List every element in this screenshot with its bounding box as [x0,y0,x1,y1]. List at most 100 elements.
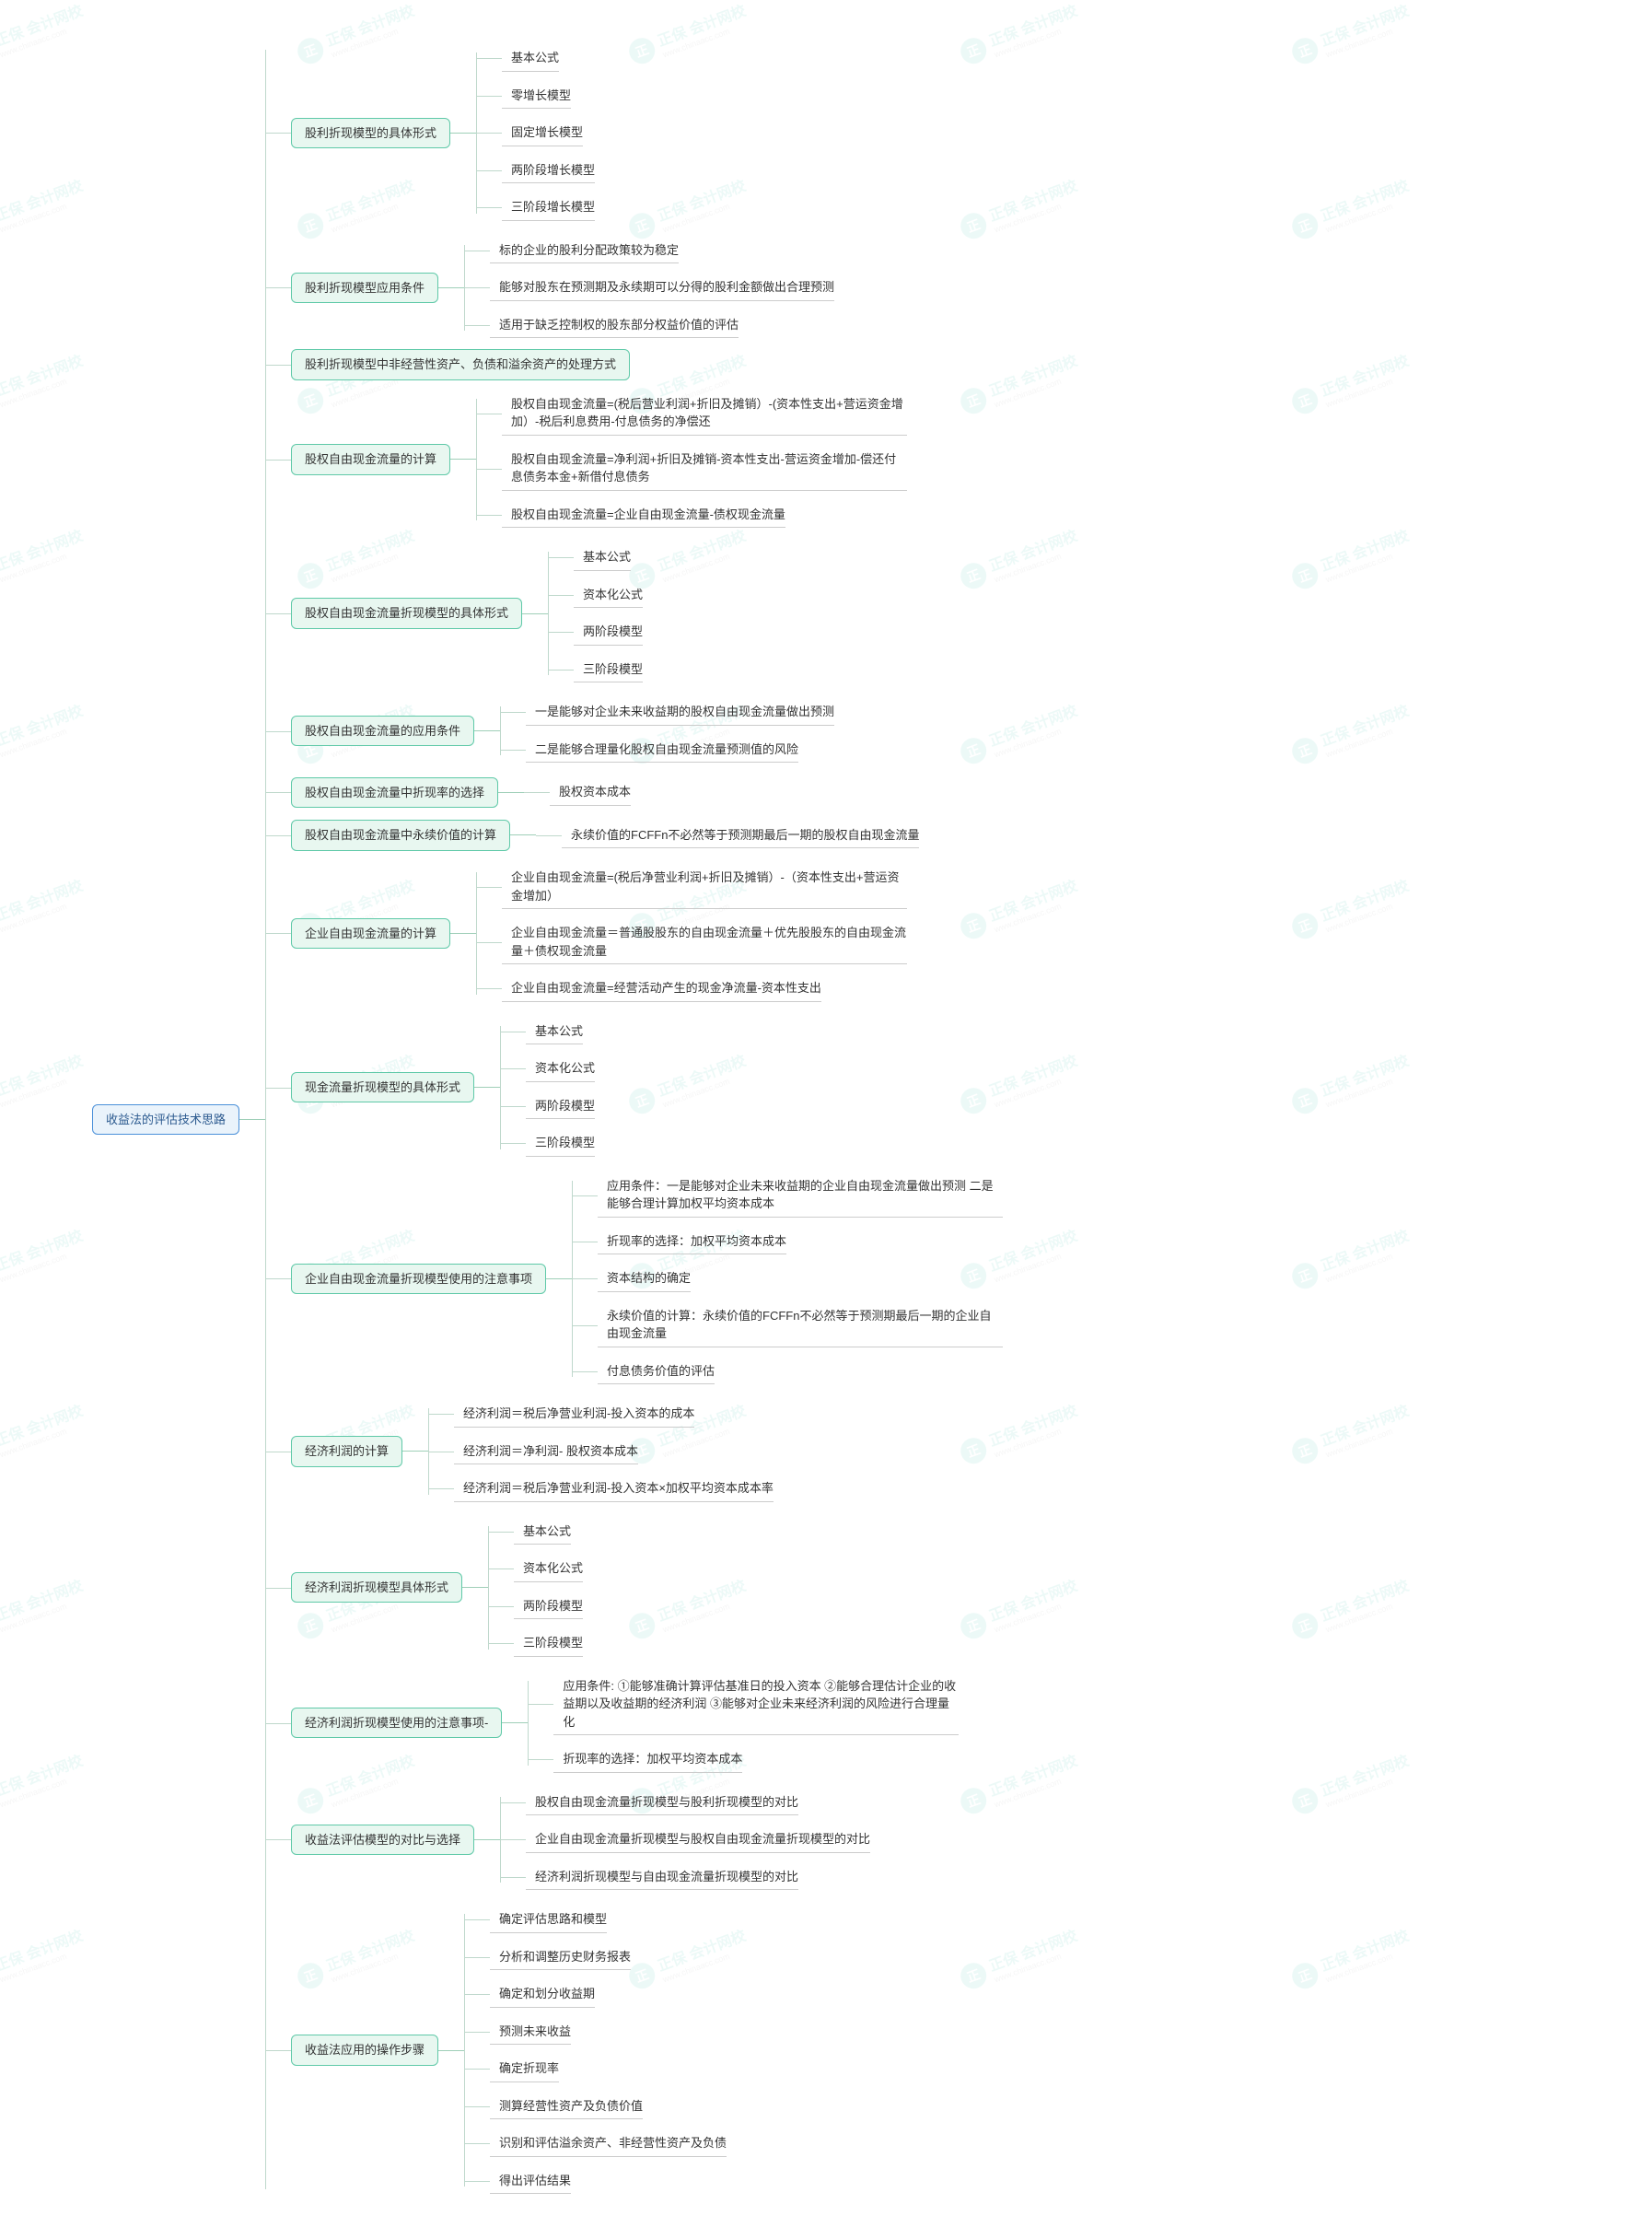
leaf-item: 识别和评估溢余资产、非经营性资产及负债 [490,2128,727,2160]
leaf-item: 经济利润＝税后净营业利润-投入资本的成本 [454,1398,774,1430]
leaf-item: 股权自由现金流量折现模型与股利折现模型的对比 [526,1787,870,1819]
leaf-item: 三阶段增长模型 [502,192,595,224]
leaf-text: 三阶段增长模型 [502,194,595,221]
leaf-group: 应用条件: ①能够准确计算评估基准日的投入资本 ②能够合理估计企业的收益期以及收… [528,1668,959,1778]
level1-branch: 股利折现模型中非经营性资产、负债和溢余资产的处理方式 [291,349,1003,380]
leaf-item: 资本化公式 [526,1053,595,1085]
leaf-text: 两阶段模型 [574,619,643,646]
leaf-item: 付息债务价值的评估 [598,1356,1003,1388]
leaf-item: 确定和划分收益期 [490,1978,727,2011]
leaf-text: 三阶段模型 [574,657,643,683]
leaf-text: 股权自由现金流量=企业自由现金流量-债权现金流量 [502,502,785,529]
level1-branch: 现金流量折现模型的具体形式基本公式资本化公式两阶段模型三阶段模型 [291,1013,1003,1162]
leaf-text: 折现率的选择：加权平均资本成本 [598,1229,786,1255]
leaf-item: 经济利润＝净利润- 股权资本成本 [454,1436,774,1468]
leaf-item: 股权资本成本 [550,776,631,809]
leaf-item: 折现率的选择：加权平均资本成本 [553,1743,959,1776]
leaf-item: 测算经营性资产及负债价值 [490,2091,727,2123]
level1-branch: 经济利润折现模型具体形式基本公式资本化公式两阶段模型三阶段模型 [291,1513,1003,1662]
leaf-text: 能够对股东在预测期及永续期可以分得的股利金额做出合理预测 [490,274,834,301]
leaf-item: 零增长模型 [502,80,595,112]
level1-branch: 股权自由现金流量中折现率的选择股权资本成本 [291,774,1003,811]
leaf-item: 折现率的选择：加权平均资本成本 [598,1226,1003,1258]
leaf-item: 企业自由现金流量折现模型与股权自由现金流量折现模型的对比 [526,1824,870,1856]
leaf-group: 基本公式零增长模型固定增长模型两阶段增长模型三阶段增长模型 [476,40,595,227]
leaf-text: 基本公式 [514,1519,571,1545]
leaf-item: 资本结构的确定 [598,1263,1003,1295]
leaf-text: 经济利润＝净利润- 股权资本成本 [454,1439,638,1465]
leaf-group: 股权自由现金流量折现模型与股利折现模型的对比企业自由现金流量折现模型与股权自由现… [500,1784,870,1896]
level1-children: 股利折现模型的具体形式基本公式零增长模型固定增长模型两阶段增长模型三阶段增长模型… [265,37,1003,2202]
level1-branch: 收益法应用的操作步骤确定评估思路和模型分析和调整历史财务报表确定和划分收益期预测… [291,1901,1003,2199]
leaf-item: 应用条件：一是能够对企业未来收益期的企业自由现金流量做出预测 二是能够合理计算加… [598,1171,1003,1220]
leaf-item: 两阶段增长模型 [502,155,595,187]
leaf-item: 企业自由现金流量=经营活动产生的现金净流量-资本性支出 [502,973,907,1005]
leaf-text: 股权自由现金流量=(税后营业利润+折旧及摊销）-(资本性支出+营运资金增加）-税… [502,391,907,436]
topic-node: 股权自由现金流量中永续价值的计算 [291,820,510,851]
level1-branch: 企业自由现金流量折现模型使用的注意事项 应用条件：一是能够对企业未来收益期的企业自… [291,1168,1003,1391]
leaf-group: 企业自由现金流量=(税后净营业利润+折旧及摊销）-（资本性支出+营运资金增加） 企… [476,859,907,1008]
topic-node: 股权自由现金流量的计算 [291,444,450,475]
level1-branch: 股利折现模型的具体形式基本公式零增长模型固定增长模型两阶段增长模型三阶段增长模型 [291,40,1003,227]
leaf-text: 企业自由现金流量=(税后净营业利润+折旧及摊销）-（资本性支出+营运资金增加） [502,865,907,909]
leaf-text: 永续价值的计算：永续价值的FCFFn不必然等于预测期最后一期的企业自由现金流量 [598,1303,1003,1347]
level1-branch: 股权自由现金流量的计算 股权自由现金流量=(税后营业利润+折旧及摊销）-(资本性支… [291,386,1003,534]
topic-node: 现金流量折现模型的具体形式 [291,1072,474,1103]
leaf-text: 两阶段模型 [526,1093,595,1120]
leaf-item: 资本化公式 [574,579,643,612]
leaf-text: 三阶段模型 [514,1630,583,1657]
leaf-item: 得出评估结果 [490,2165,727,2198]
leaf-item: 标的企业的股利分配政策较为稳定 [490,235,834,267]
topic-node: 收益法评估模型的对比与选择 [291,1825,474,1856]
topic-node: 股利折现模型的具体形式 [291,118,450,149]
leaf-text: 预测未来收益 [490,2019,571,2046]
level1-branch: 股权自由现金流量折现模型的具体形式基本公式资本化公式两阶段模型三阶段模型 [291,539,1003,688]
leaf-group: 经济利润＝税后净营业利润-投入资本的成本经济利润＝净利润- 股权资本成本经济利润… [428,1395,774,1508]
leaf-text: 一是能够对企业未来收益期的股权自由现金流量做出预测 [526,699,834,726]
leaf-group: 基本公式资本化公式两阶段模型三阶段模型 [500,1013,595,1162]
leaf-item: 基本公式 [514,1516,583,1548]
topic-node: 经济利润折现模型具体形式 [291,1572,462,1603]
leaf-text: 股权资本成本 [550,779,631,806]
leaf-text: 两阶段增长模型 [502,157,595,184]
leaf-text: 企业自由现金流量＝普通股股东的自由现金流量＋优先股股东的自由现金流量＋债权现金流… [502,920,907,964]
leaf-item: 经济利润＝税后净营业利润-投入资本×加权平均资本成本率 [454,1473,774,1505]
leaf-group: 股权资本成本 [524,774,631,811]
leaf-text: 二是能够合理量化股权自由现金流量预测值的风险 [526,737,798,764]
leaf-text: 永续价值的FCFFn不必然等于预测期最后一期的股权自由现金流量 [562,822,919,849]
leaf-text: 基本公式 [574,544,631,571]
leaf-text: 确定评估思路和模型 [490,1907,607,1933]
level1-branch: 收益法评估模型的对比与选择股权自由现金流量折现模型与股利折现模型的对比企业自由现… [291,1784,1003,1896]
leaf-item: 基本公式 [526,1016,595,1048]
leaf-text: 资本化公式 [574,582,643,609]
leaf-item: 确定评估思路和模型 [490,1904,727,1936]
leaf-text: 测算经营性资产及负债价值 [490,2093,643,2120]
leaf-text: 经济利润＝税后净营业利润-投入资本的成本 [454,1401,694,1428]
leaf-text: 经济利润折现模型与自由现金流量折现模型的对比 [526,1864,798,1891]
leaf-item: 永续价值的FCFFn不必然等于预测期最后一期的股权自由现金流量 [562,820,919,852]
topic-node: 股利折现模型中非经营性资产、负债和溢余资产的处理方式 [291,349,630,380]
leaf-item: 适用于缺乏控制权的股东部分权益价值的评估 [490,309,834,342]
leaf-item: 两阶段模型 [526,1090,595,1123]
topic-node: 企业自由现金流量的计算 [291,918,450,950]
leaf-text: 分析和调整历史财务报表 [490,1944,631,1971]
leaf-item: 股权自由现金流量=净利润+折旧及摊销-资本性支出-营运资金增加-偿还付息债务本金… [502,444,907,494]
leaf-group: 确定评估思路和模型分析和调整历史财务报表确定和划分收益期预测未来收益确定折现率测… [464,1901,727,2199]
level1-branch: 经济利润折现模型使用的注意事项-应用条件: ①能够准确计算评估基准日的投入资本 … [291,1668,1003,1778]
leaf-text: 适用于缺乏控制权的股东部分权益价值的评估 [490,312,739,339]
leaf-item: 确定折现率 [490,2053,727,2085]
leaf-item: 基本公式 [502,42,595,75]
level1-branch: 经济利润的计算经济利润＝税后净营业利润-投入资本的成本经济利润＝净利润- 股权资… [291,1395,1003,1508]
leaf-text: 资本结构的确定 [598,1265,691,1292]
leaf-item: 固定增长模型 [502,117,595,149]
leaf-text: 基本公式 [526,1019,583,1045]
leaf-text: 企业自由现金流量=经营活动产生的现金净流量-资本性支出 [502,975,821,1002]
leaf-text: 应用条件: ①能够准确计算评估基准日的投入资本 ②能够合理估计企业的收益期以及收… [553,1673,959,1736]
leaf-item: 应用条件: ①能够准确计算评估基准日的投入资本 ②能够合理估计企业的收益期以及收… [553,1671,959,1739]
leaf-item: 企业自由现金流量=(税后净营业利润+折旧及摊销）-（资本性支出+营运资金增加） [502,862,907,912]
leaf-group: 标的企业的股利分配政策较为稳定能够对股东在预测期及永续期可以分得的股利金额做出合… [464,232,834,344]
leaf-text: 付息债务价值的评估 [598,1359,715,1385]
leaf-item: 经济利润折现模型与自由现金流量折现模型的对比 [526,1861,870,1894]
leaf-item: 永续价值的计算：永续价值的FCFFn不必然等于预测期最后一期的企业自由现金流量 [598,1300,1003,1350]
topic-node: 企业自由现金流量折现模型使用的注意事项 [291,1264,546,1295]
